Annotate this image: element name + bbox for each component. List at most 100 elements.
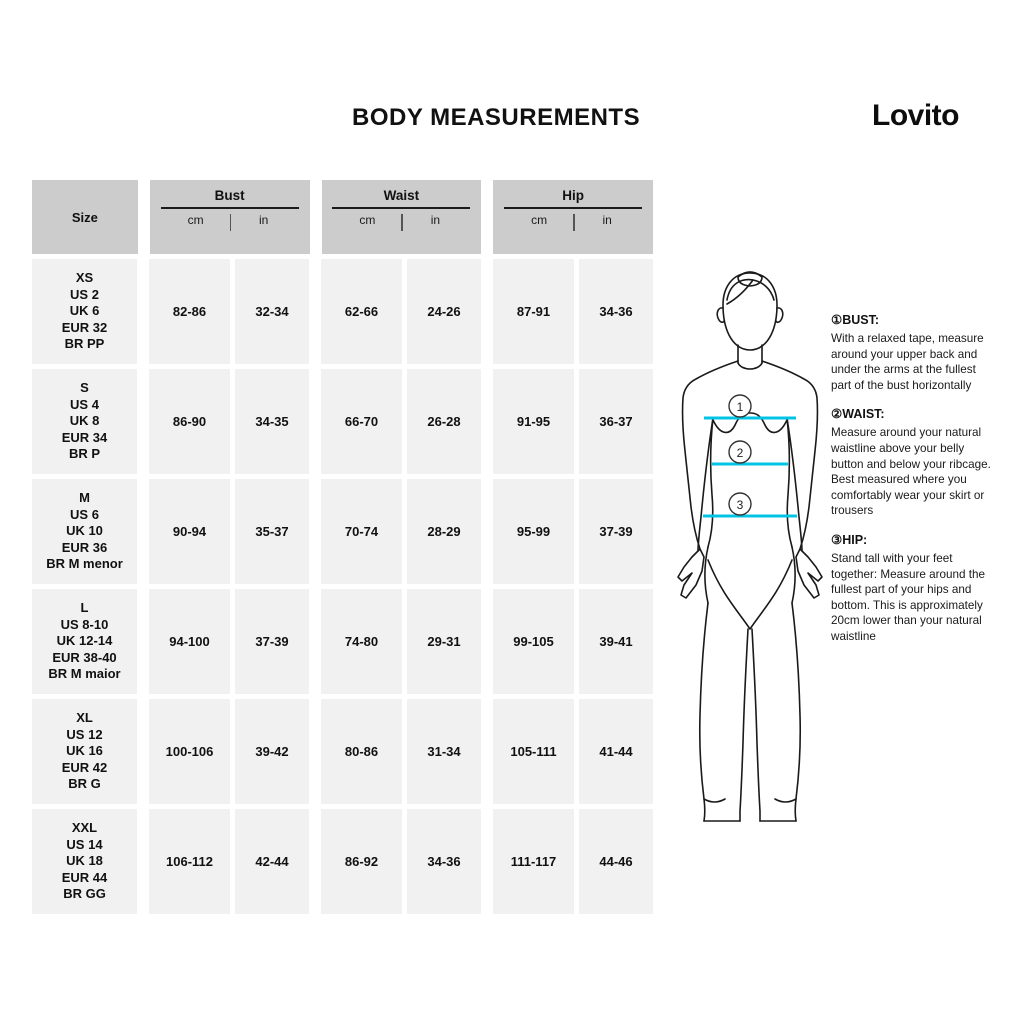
header-unit-bust-in: in [259, 212, 269, 227]
cell-group-waist: 66-70 26-28 [321, 369, 481, 474]
cell-group-waist: 74-80 29-31 [321, 589, 481, 694]
cell-bust-cm: 82-86 [149, 259, 230, 364]
table-row: XL US 12 UK 16 EUR 42 BR G 100-106 39-42 80-86 3… [32, 699, 653, 804]
header-group-bust: Bust cm in [149, 180, 310, 254]
cell-bust-in: 37-39 [235, 589, 309, 694]
hip-left-shape [704, 546, 709, 604]
cell-waist-cm: 70-74 [321, 479, 402, 584]
ear-right-shape [775, 307, 784, 324]
marker-bust: 1 [728, 394, 752, 418]
measurement-instructions: ①BUST: With a relaxed tape, measure aroun… [831, 313, 996, 659]
cell-hip-cm: 95-99 [493, 479, 574, 584]
instruction-body: Stand tall with your feet together: Meas… [831, 551, 985, 643]
size-line: L [80, 600, 89, 616]
bust-curve-shape [712, 412, 788, 434]
waist-left-shape [707, 417, 714, 548]
cell-group-hip: 105-111 41-44 [493, 699, 653, 804]
head-shape [722, 272, 778, 351]
table-row: S US 4 UK 8 EUR 34 BR P 86-90 34-35 66-70 26-28 9… [32, 369, 653, 474]
cell-group-waist: 70-74 28-29 [321, 479, 481, 584]
cell-waist-in: 26-28 [407, 369, 481, 474]
size-line: US 8-10 [60, 616, 109, 632]
cell-bust-cm: 86-90 [149, 369, 230, 474]
torso-shape-right [761, 360, 819, 550]
cell-group-waist: 80-86 31-34 [321, 699, 481, 804]
instruction-block: ②WAIST: Measure around your natural waist… [831, 407, 996, 519]
size-line: BR G [68, 776, 101, 792]
size-line: XS [75, 270, 94, 286]
header-unit-hip-in: in [602, 212, 612, 227]
cell-size: XXL US 14 UK 18 EUR 44 BR GG [32, 809, 137, 914]
cell-bust-in: 34-35 [235, 369, 309, 474]
instruction-marker-icon: ③ [831, 532, 843, 547]
page-title: BODY MEASUREMENTS [352, 104, 641, 131]
female-body-outline-svg: 1 2 3 [677, 271, 823, 822]
cell-waist-in: 31-34 [407, 699, 481, 804]
cell-waist-in: 28-29 [407, 479, 481, 584]
cell-group-hip: 95-99 37-39 [493, 479, 653, 584]
cell-bust-cm: 94-100 [149, 589, 230, 694]
instruction-body: Measure around your natural waistline ab… [831, 426, 991, 518]
instruction-block: ①BUST: With a relaxed tape, measure aroun… [831, 313, 996, 393]
leg-right-outer-shape [791, 602, 802, 822]
header-units-waist: cm in [332, 212, 470, 231]
instruction-body: With a relaxed tape, measure around your… [831, 332, 984, 392]
size-line: S [80, 380, 89, 396]
cell-group-bust: 86-90 34-35 [149, 369, 309, 474]
header-rule-hip [504, 207, 643, 209]
table-row: XS US 2 UK 6 EUR 32 BR PP 82-86 32-34 62-66 24-2… [32, 259, 653, 364]
cell-group-waist: 62-66 24-26 [321, 259, 481, 364]
header-cell-size: Size [32, 180, 138, 254]
marker-bust-label: 1 [737, 400, 744, 414]
hip-right-shape [791, 546, 796, 604]
foot-left-shape [703, 798, 726, 803]
cell-waist-in: 34-36 [407, 809, 481, 914]
cell-hip-in: 39-41 [579, 589, 653, 694]
cell-bust-in: 42-44 [235, 809, 309, 914]
cell-size: M US 6 UK 10 EUR 36 BR M menor [32, 479, 137, 584]
header-rule-bust [160, 207, 299, 209]
ear-left-shape [716, 307, 725, 324]
neck-shape [737, 344, 763, 364]
cell-group-hip: 99-105 39-41 [493, 589, 653, 694]
cell-group-bust: 94-100 37-39 [149, 589, 309, 694]
leg-right-inner-shape [751, 628, 761, 822]
cell-group-bust: 100-106 39-42 [149, 699, 309, 804]
cell-hip-in: 34-36 [579, 259, 653, 364]
header-divider-bust [229, 213, 232, 231]
size-table: Size Bust cm in Waist cm in [32, 180, 654, 914]
header-group-label-waist: Waist [383, 188, 420, 203]
cell-hip-cm: 99-105 [493, 589, 574, 694]
size-line: XL [76, 710, 93, 726]
header-unit-hip-cm: cm [531, 212, 548, 227]
instruction-heading: ②WAIST: [831, 407, 996, 422]
table-row: M US 6 UK 10 EUR 36 BR M menor 90-94 35-37 70-7… [32, 479, 653, 584]
arm-inner-left-shape [697, 417, 714, 552]
cell-group-bust: 106-112 42-44 [149, 809, 309, 914]
cell-bust-cm: 100-106 [149, 699, 230, 804]
instruction-marker-icon: ② [831, 407, 843, 422]
header-unit-bust-cm: cm [187, 212, 204, 227]
foot-right-shape [774, 798, 797, 803]
header-rule-waist [332, 207, 471, 209]
size-line: EUR 44 [61, 869, 108, 885]
cell-hip-in: 41-44 [579, 699, 653, 804]
leg-left-outer-shape [698, 602, 709, 822]
instruction-heading-label: HIP: [842, 532, 868, 547]
header-unit-waist-in: in [430, 212, 441, 227]
instruction-heading: ①BUST: [831, 313, 996, 328]
size-line: UK 18 [66, 853, 103, 869]
cell-hip-cm: 105-111 [493, 699, 574, 804]
header-units-hip: cm in [504, 212, 642, 231]
header-group-label-hip: Hip [562, 188, 585, 203]
cell-group-hip: 91-95 36-37 [493, 369, 653, 474]
header-divider-waist [401, 213, 403, 231]
cell-waist-in: 29-31 [407, 589, 481, 694]
hair-bun-shape [737, 271, 763, 287]
size-line: UK 16 [66, 743, 103, 759]
leg-left-inner-shape [739, 628, 749, 822]
size-line: US 12 [66, 726, 103, 742]
arm-inner-right-shape [786, 417, 803, 552]
size-line: BR M menor [46, 556, 123, 572]
hand-left-shape [677, 548, 705, 599]
